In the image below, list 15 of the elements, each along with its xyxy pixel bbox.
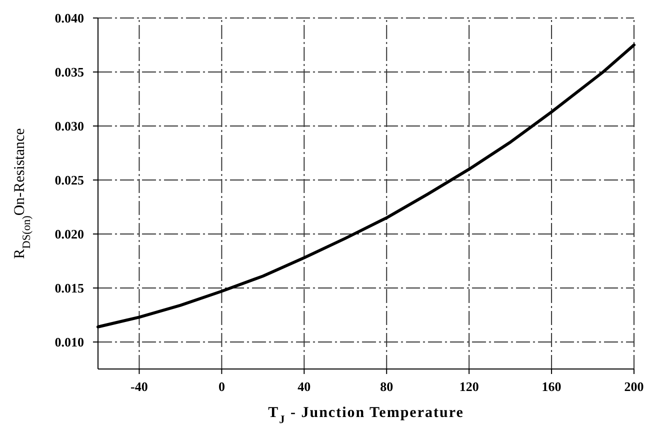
y-tick-label: 0.030 bbox=[54, 118, 84, 134]
y-tick-label: 0.015 bbox=[54, 280, 84, 296]
x-tick-label: 0 bbox=[218, 379, 225, 394]
x-tick-label: 160 bbox=[542, 379, 562, 394]
x-tick-label: 120 bbox=[459, 379, 479, 394]
x-axis-title: T$_{J}$ - Junction Temperature bbox=[268, 405, 464, 425]
y-tick-label: 0.020 bbox=[54, 226, 84, 242]
x-tick-label: 200 bbox=[624, 379, 644, 394]
y-tick-label: 0.035 bbox=[54, 64, 84, 80]
y-tick-label: 0.010 bbox=[54, 334, 84, 350]
x-tick-label: 80 bbox=[380, 379, 394, 394]
y-tick-label: 0.025 bbox=[54, 172, 84, 188]
y-tick-label: 0.040 bbox=[54, 10, 84, 26]
x-tick-label: -40 bbox=[130, 379, 148, 394]
x-tick-label: 40 bbox=[298, 379, 311, 394]
